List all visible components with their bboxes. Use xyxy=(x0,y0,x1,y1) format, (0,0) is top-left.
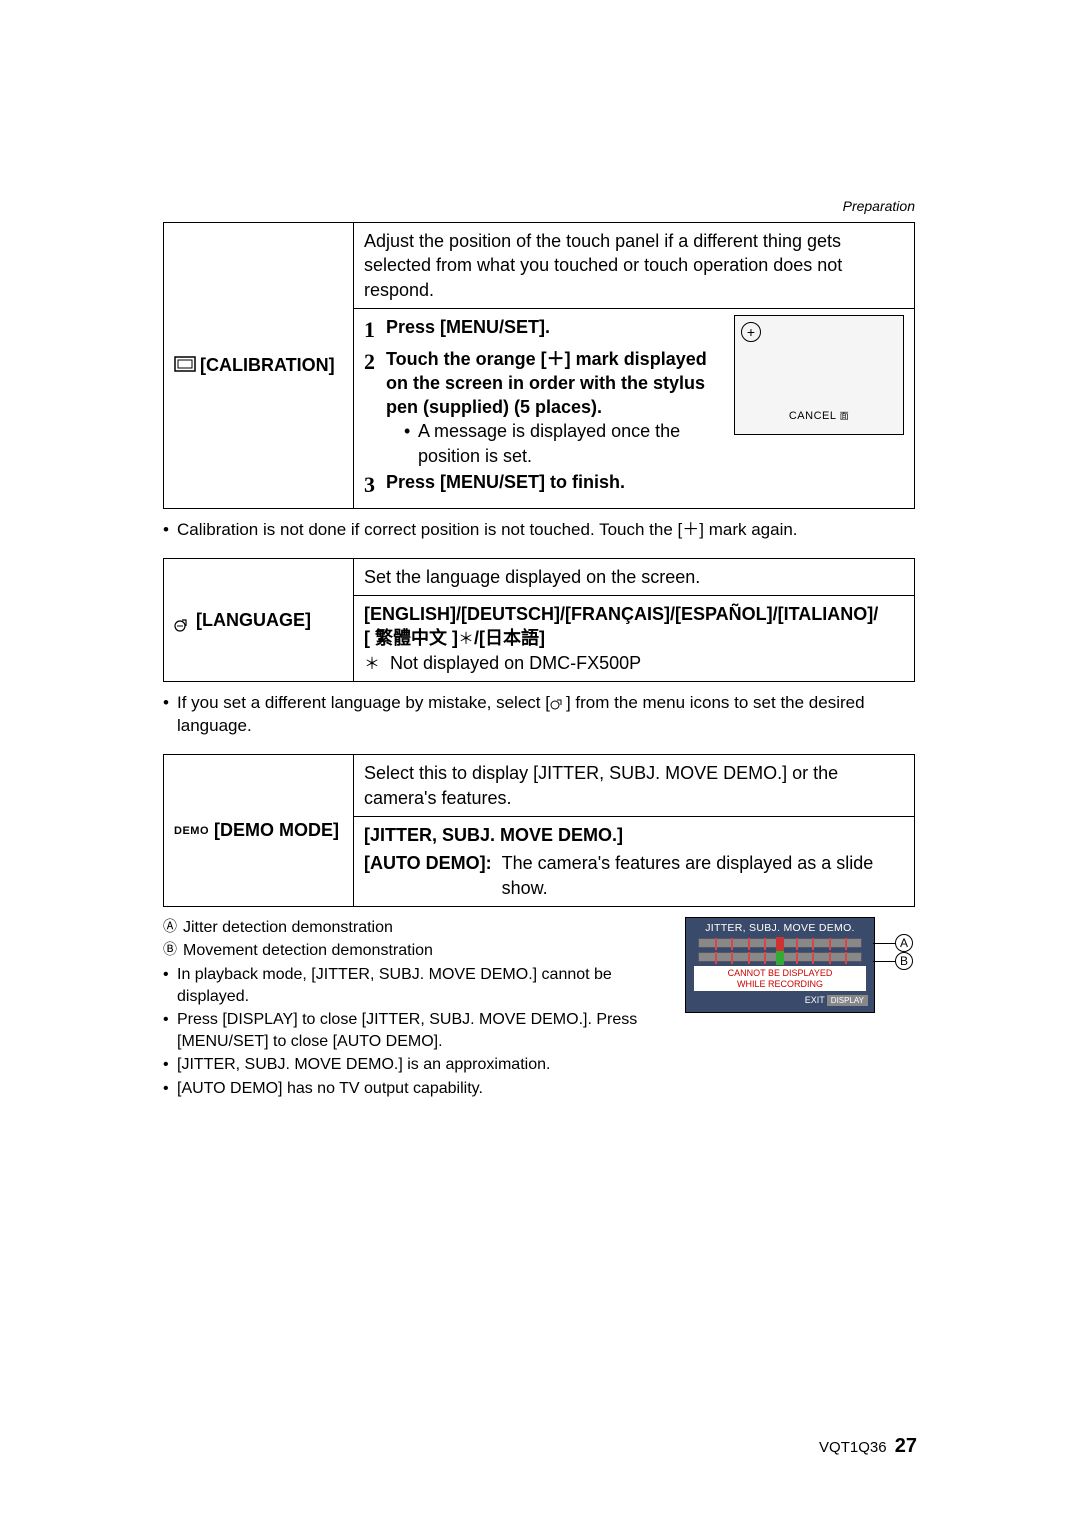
label-a-icon: Ⓐ xyxy=(163,917,183,939)
footnote-star: ＊ xyxy=(364,656,380,673)
language-options-2b: /[日本語] xyxy=(474,628,545,648)
demo-bullet-1: In playback mode, [JITTER, SUBJ. MOVE DE… xyxy=(177,964,671,1007)
label-b-callout: B xyxy=(895,952,913,970)
demo-row1: [JITTER, SUBJ. MOVE DEMO.] xyxy=(364,825,623,845)
bullet-dot: • xyxy=(163,1054,177,1076)
language-label-cell: [LANGUAGE] xyxy=(164,558,354,682)
label-b-icon: Ⓑ xyxy=(163,940,183,962)
calibration-label-cell: [CALIBRATION] xyxy=(164,223,354,509)
language-options-2a: [ 繁體中文 ] xyxy=(364,628,458,648)
calibration-table: [CALIBRATION] Adjust the position of the… xyxy=(163,222,915,509)
demo-row2-text: The camera's features are displayed as a… xyxy=(502,851,904,900)
calibration-steps-cell: 1 Press [MENU/SET]. 2 Touch the orange [… xyxy=(354,308,915,508)
calibration-intro: Adjust the position of the touch panel i… xyxy=(354,223,915,309)
calibration-icon xyxy=(174,354,196,378)
demo-label-cell: DEMO [DEMO MODE] xyxy=(164,755,354,906)
bullet-dot: • xyxy=(163,1009,177,1052)
demo-screen-warning: CANNOT BE DISPLAYEDWHILE RECORDING xyxy=(694,966,866,992)
step-number-1: 1 xyxy=(364,315,386,345)
language-options-cell: [ENGLISH]/[DEUTSCH]/[FRANÇAIS]/[ESPAÑOL]… xyxy=(354,595,915,681)
language-note: If you set a different language by mista… xyxy=(177,692,915,738)
section-header: Preparation xyxy=(163,198,915,214)
step-number-2: 2 xyxy=(364,347,386,377)
bullet-dot: • xyxy=(163,964,177,1007)
footnote-star: ＊ xyxy=(458,631,474,648)
demo-screen-area: JITTER, SUBJ. MOVE DEMO. CANNOT BE DISPL… xyxy=(685,917,915,1102)
bullet-dot: • xyxy=(404,419,418,468)
page-footer: VQT1Q36 27 xyxy=(819,1435,917,1458)
demo-note-b: Movement detection demonstration xyxy=(183,940,433,962)
label-line-b xyxy=(873,961,897,963)
demo-bar-a xyxy=(698,938,862,948)
bullet-dot: • xyxy=(163,692,177,738)
demo-label: [DEMO MODE] xyxy=(214,820,339,840)
demo-intro: Select this to display [JITTER, SUBJ. MO… xyxy=(354,755,915,817)
calibration-note: Calibration is not done if correct posit… xyxy=(177,519,798,542)
step2-text: Touch the orange [＋] mark displayed on t… xyxy=(386,349,707,418)
plus-mark-icon: + xyxy=(741,322,761,342)
step3-text: Press [MENU/SET] to finish. xyxy=(386,472,625,492)
demo-screen-exit: EXITDISPLAY xyxy=(692,995,868,1006)
bullet-dot: • xyxy=(163,519,177,542)
demo-notes: ⒶJitter detection demonstration ⒷMovemen… xyxy=(163,917,671,1102)
label-line-a xyxy=(873,943,897,945)
language-intro: Set the language displayed on the screen… xyxy=(354,558,915,595)
step1-text: Press [MENU/SET]. xyxy=(386,317,550,337)
step-number-3: 3 xyxy=(364,470,386,500)
bullet-dot: • xyxy=(163,1078,177,1100)
step2-bullet: A message is displayed once the position… xyxy=(418,419,722,468)
demo-screen-title: JITTER, SUBJ. MOVE DEMO. xyxy=(692,922,868,934)
language-options-1: [ENGLISH]/[DEUTSCH]/[FRANÇAIS]/[ESPAÑOL]… xyxy=(364,604,878,624)
language-icon xyxy=(174,614,192,628)
demo-rows-cell: [JITTER, SUBJ. MOVE DEMO.] [AUTO DEMO]: … xyxy=(354,816,915,906)
demo-note-a: Jitter detection demonstration xyxy=(183,917,393,939)
demo-row2-label: [AUTO DEMO]: xyxy=(364,851,492,900)
demo-bar-b xyxy=(698,952,862,962)
language-label: [LANGUAGE] xyxy=(196,610,311,630)
demo-bullet-3: [JITTER, SUBJ. MOVE DEMO.] is an approxi… xyxy=(177,1054,550,1076)
calibration-screen: + CANCEL 面 xyxy=(734,315,904,435)
demo-bullet-2: Press [DISPLAY] to close [JITTER, SUBJ. … xyxy=(177,1009,671,1052)
doc-code: VQT1Q36 xyxy=(819,1439,887,1456)
demo-table: DEMO [DEMO MODE] Select this to display … xyxy=(163,754,915,906)
language-footnote: Not displayed on DMC-FX500P xyxy=(390,653,641,673)
demo-icon: DEMO xyxy=(174,825,209,837)
demo-screen: JITTER, SUBJ. MOVE DEMO. CANNOT BE DISPL… xyxy=(685,917,875,1014)
cancel-button-label: CANCEL 面 xyxy=(789,409,849,424)
label-a-callout: A xyxy=(895,934,913,952)
calibration-steps: 1 Press [MENU/SET]. 2 Touch the orange [… xyxy=(364,315,722,502)
calibration-label: [CALIBRATION] xyxy=(200,355,335,375)
page-number: 27 xyxy=(895,1435,917,1457)
demo-bullet-4: [AUTO DEMO] has no TV output capability. xyxy=(177,1078,483,1100)
language-table: [LANGUAGE] Set the language displayed on… xyxy=(163,558,915,683)
